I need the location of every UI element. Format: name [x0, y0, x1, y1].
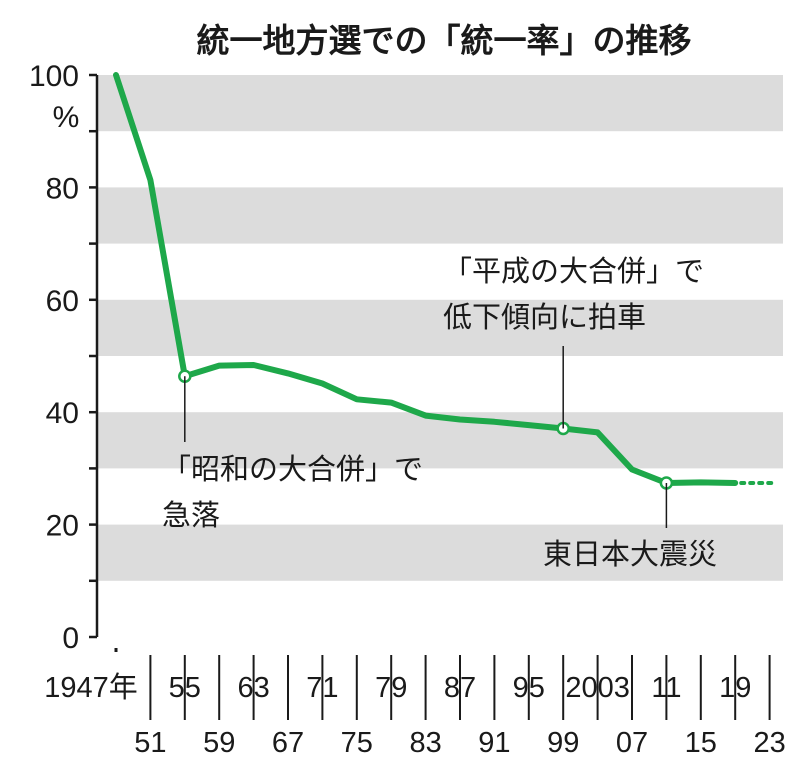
grid-band [97, 75, 783, 132]
annotation-text: 急落 [162, 498, 220, 532]
x-tick-label: 87 [444, 672, 476, 704]
x-tick-label: 99 [547, 727, 579, 759]
grid-band [97, 524, 783, 581]
y-tick-label: 80 [46, 172, 79, 205]
chart-title: 統一地方選での「統一率」の推移 [197, 21, 692, 60]
x-tick-label: 07 [616, 727, 648, 759]
grid-band [97, 299, 783, 356]
y-tick-label: 60 [46, 285, 79, 318]
x-tick-label: 63 [237, 672, 269, 704]
x-tick-label: 83 [409, 727, 441, 759]
x-tick-label: 1947年 [44, 671, 138, 704]
x-axis: 1947年 55 63 71 79 87 95 2003 11 19 51 59 67 75 83 91 99 0… [44, 648, 786, 759]
annotation-text: 「平成の大合併」で [443, 254, 704, 288]
x-tick-label: 55 [169, 672, 201, 704]
annotation-text: 東日本大震災 [543, 537, 717, 571]
x-tick-label: 15 [685, 727, 717, 759]
series-line [113, 72, 739, 486]
x-tick-label: 67 [272, 727, 304, 759]
annotation-text: 低下傾向に拍車 [443, 300, 646, 334]
y-tick-label: 0 [62, 622, 79, 655]
x-tick-label: 2003 [565, 672, 630, 704]
x-tick-label: 59 [203, 727, 235, 759]
x-tick-label: 23 [753, 727, 785, 759]
y-tick-label: 40 [46, 397, 79, 430]
series-line-group [113, 72, 776, 490]
annotation-text: 「昭和の大合併」で [162, 452, 423, 486]
grid-band [97, 187, 783, 244]
y-unit-label: % [53, 101, 80, 134]
y-tick-label: 100 [29, 60, 79, 93]
x-tick-label: 19 [719, 672, 751, 704]
x-tick-label: 51 [134, 727, 166, 759]
x-tick-label: 95 [513, 672, 545, 704]
grid-bands [97, 75, 783, 581]
x-tick-label: 75 [341, 727, 373, 759]
x-tick-label: 91 [478, 727, 510, 759]
grid-band [97, 412, 783, 469]
x-tick-label: 71 [306, 672, 338, 704]
y-tick-label: 20 [46, 510, 79, 543]
x-tick-label: 11 [651, 672, 681, 704]
x-tick-label: 79 [375, 672, 407, 704]
y-axis: 0 20 40 60 80 100 [29, 60, 99, 655]
